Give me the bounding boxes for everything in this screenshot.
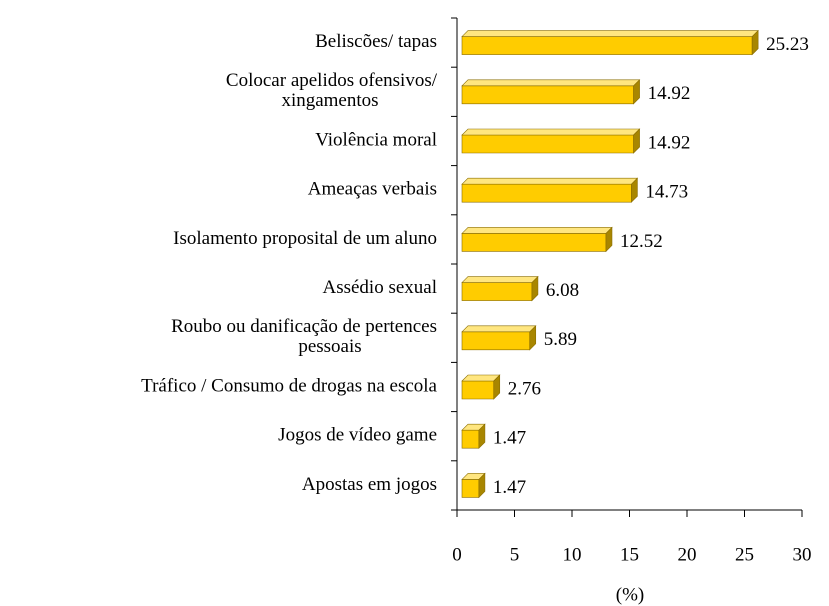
bar xyxy=(461,472,486,499)
y-tick-label: xingamentos xyxy=(281,90,378,111)
bar-side xyxy=(493,374,501,400)
bar xyxy=(461,275,539,302)
y-tick-label: pessoais xyxy=(298,336,361,357)
x-tick-label: 0 xyxy=(452,544,462,565)
y-tick-label: Colocar apelidos ofensivos/ xyxy=(226,70,438,91)
x-tick-label: 25 xyxy=(735,544,754,565)
bar-top xyxy=(461,276,539,283)
bar xyxy=(461,226,613,253)
bar-side xyxy=(478,472,486,499)
bar-top xyxy=(461,374,501,382)
bar-top xyxy=(461,227,613,234)
bar xyxy=(461,325,537,351)
bar xyxy=(461,79,641,105)
y-tick-label: Roubo ou danificação de pertences xyxy=(171,316,437,337)
bar-side xyxy=(633,79,640,105)
bar-front xyxy=(461,36,753,55)
bar xyxy=(461,374,501,400)
bar xyxy=(461,177,639,203)
bar-top xyxy=(461,79,641,87)
value-label: 14.73 xyxy=(645,182,688,203)
y-tick-label: Assédio sexual xyxy=(322,277,437,298)
y-tick-label: Ameaças verbais xyxy=(308,179,437,200)
value-label: 14.92 xyxy=(648,83,691,104)
bar-front xyxy=(461,429,480,449)
bar-side xyxy=(529,325,537,351)
bar-front xyxy=(461,233,607,252)
y-tick-label: Jogos de vídeo game xyxy=(278,425,437,446)
value-label: 6.08 xyxy=(546,280,579,301)
x-tick-label: 15 xyxy=(620,544,639,565)
y-tick-label: Apostas em jogos xyxy=(302,474,437,495)
bar-top xyxy=(461,325,537,333)
value-label: 1.47 xyxy=(493,428,526,449)
bar-front xyxy=(461,282,533,301)
y-tick-label: Tráfico / Consumo de drogas na escola xyxy=(141,375,437,396)
value-label: 1.47 xyxy=(493,477,526,498)
bar-top xyxy=(461,128,641,136)
x-tick-label: 10 xyxy=(563,544,582,565)
bar xyxy=(461,128,641,154)
bar-top xyxy=(461,30,759,37)
value-label: 5.89 xyxy=(544,329,577,350)
bar-side xyxy=(631,177,638,203)
bar-side xyxy=(633,128,640,154)
value-label: 14.92 xyxy=(648,132,691,153)
x-tick-label: 20 xyxy=(678,544,697,565)
value-label: 12.52 xyxy=(620,231,663,252)
value-label: 25.23 xyxy=(766,34,809,55)
x-tick-label: 30 xyxy=(793,544,812,565)
bar-side xyxy=(751,29,759,56)
bar-front xyxy=(461,479,480,498)
bar-top xyxy=(461,177,639,185)
bar-front xyxy=(461,85,634,105)
bar-side xyxy=(478,423,486,449)
bar xyxy=(461,423,486,449)
y-tick-label: Violência moral xyxy=(315,129,437,150)
x-tick-label: 5 xyxy=(510,544,520,565)
bar-front xyxy=(461,134,634,154)
bar-side xyxy=(531,275,539,302)
y-tick-label: Beliscões/ tapas xyxy=(315,31,437,52)
bar-front xyxy=(461,380,495,400)
bar-front xyxy=(461,331,531,351)
x-axis-label: (%) xyxy=(616,584,644,605)
bar xyxy=(461,29,759,56)
bar-side xyxy=(605,226,613,253)
value-label: 2.76 xyxy=(508,378,541,399)
y-tick-label: Isolamento proposital de um aluno xyxy=(173,228,437,249)
bar-front xyxy=(461,183,632,203)
